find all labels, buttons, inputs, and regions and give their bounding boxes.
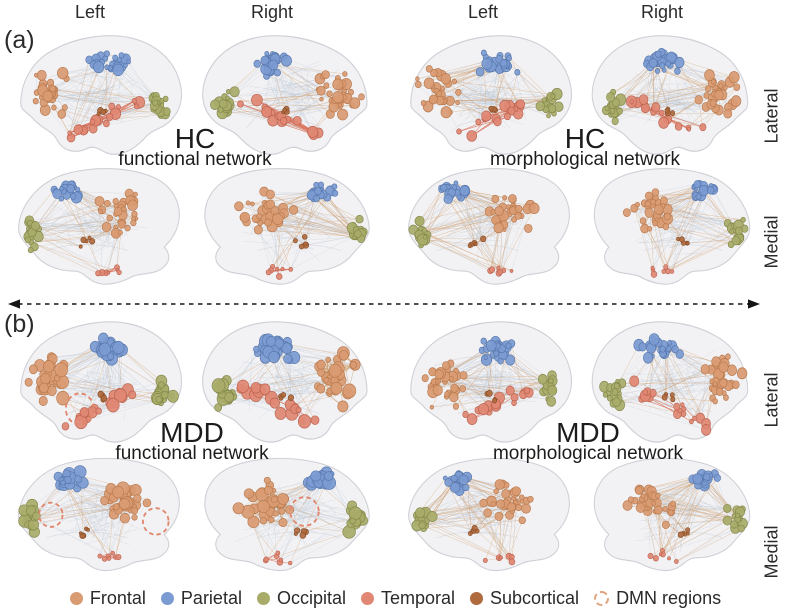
column-header-right-1: Right xyxy=(250,2,294,22)
bidirectional-arrow xyxy=(8,299,760,309)
row-label-medial-a: Medial xyxy=(761,215,782,269)
frontal-dot-icon xyxy=(69,591,83,605)
brain-slot-b-functional-lateral-right xyxy=(194,314,380,454)
brain-view-hc-morphological-medial-left xyxy=(408,168,570,285)
brain-slot-b-morphological-lateral-right xyxy=(584,314,760,454)
legend-item-parietal: Parietal xyxy=(160,587,242,609)
group-name: MDD xyxy=(556,417,620,448)
legend: Frontal Parietal Occipital Temporal Subc… xyxy=(0,584,791,612)
legend-item-temporal: Temporal xyxy=(360,587,456,609)
subcortical-dot-icon xyxy=(470,591,484,605)
group-name: MDD xyxy=(160,417,224,448)
brain-slot-b-morphological-medial-right xyxy=(584,452,760,582)
group-name: HC xyxy=(564,123,606,154)
column-header-left-1: Left xyxy=(74,2,106,22)
legend-label: DMN regions xyxy=(616,587,722,608)
brain-view-hc-functional-lateral-left xyxy=(20,35,183,155)
brain-slot-b-functional-medial-right xyxy=(194,452,380,582)
brain-slot-b-morphological-lateral-left xyxy=(398,314,580,454)
brain-view-mdd-morphological-medial-left xyxy=(408,457,570,572)
brain-view-hc-morphological-lateral-left xyxy=(410,35,573,155)
group-subtitle: morphological network xyxy=(492,443,684,464)
legend-label: Temporal xyxy=(380,587,456,608)
brain-slot-b-morphological-medial-left xyxy=(398,452,580,582)
brain-view-hc-functional-lateral-right xyxy=(202,35,368,155)
legend-label: Subcortical xyxy=(490,587,580,608)
panel-a-tag: (a) xyxy=(4,26,35,54)
brain-view-mdd-functional-lateral-left xyxy=(20,321,183,443)
column-header-left-2: Left xyxy=(467,2,499,22)
group-subtitle: morphological network xyxy=(489,149,681,170)
legend-item-frontal: Frontal xyxy=(69,587,146,609)
brain-slot-a-morphological-lateral-right xyxy=(584,28,760,166)
brain-view-hc-functional-medial-left xyxy=(18,168,180,285)
occipital-dot-icon xyxy=(256,591,270,605)
legend-item-subcortical: Subcortical xyxy=(470,588,579,609)
brain-slot-b-functional-medial-left xyxy=(8,452,190,582)
row-label-lateral-b: Lateral xyxy=(761,372,782,428)
group-label-mdd-functional: MDD functional network xyxy=(115,417,269,464)
brain-view-mdd-functional-medial-left xyxy=(18,457,180,572)
brain-view-mdd-functional-lateral-right xyxy=(202,321,368,443)
brain-slot-a-morphological-medial-left xyxy=(398,162,580,296)
brain-slot-a-functional-medial-right xyxy=(194,162,380,296)
brain-slot-a-morphological-lateral-left xyxy=(398,28,580,166)
group-subtitle: functional network xyxy=(118,149,272,170)
brain-slot-a-functional-medial-left xyxy=(8,162,190,296)
legend-item-occipital: Occipital xyxy=(256,587,346,609)
brain-view-hc-morphological-lateral-right xyxy=(591,35,749,155)
brain-slot-a-functional-lateral-right xyxy=(194,28,380,166)
brain-view-hc-functional-medial-right xyxy=(204,168,370,285)
legend-label: Parietal xyxy=(180,587,242,608)
brain-slot-a-functional-lateral-left xyxy=(8,28,190,166)
dmn-dashed-circle-icon xyxy=(594,590,610,606)
brain-view-mdd-functional-medial-right xyxy=(204,457,370,572)
group-name: HC xyxy=(174,123,216,154)
brain-view-mdd-morphological-lateral-right xyxy=(591,321,749,443)
group-subtitle: functional network xyxy=(115,443,269,464)
row-label-lateral-a: Lateral xyxy=(761,88,782,144)
brain-view-mdd-morphological-medial-right xyxy=(593,457,751,572)
panel-b-tag: (b) xyxy=(4,310,35,338)
temporal-dot-icon xyxy=(360,591,374,605)
brain-slot-b-functional-lateral-left xyxy=(8,314,190,454)
legend-label: Frontal xyxy=(89,587,146,608)
group-label-mdd-morphological: MDD morphological network xyxy=(492,417,684,464)
brain-view-hc-morphological-medial-right xyxy=(593,168,751,285)
group-label-hc-functional: HC functional network xyxy=(118,123,272,170)
row-label-medial-b: Medial xyxy=(761,525,782,579)
brain-slot-a-morphological-medial-right xyxy=(584,162,760,296)
group-label-hc-morphological: HC morphological network xyxy=(489,123,681,170)
legend-item-dmn-regions: DMN regions xyxy=(594,588,721,609)
legend-label: Occipital xyxy=(276,587,346,608)
column-header-right-2: Right xyxy=(640,2,684,22)
parietal-dot-icon xyxy=(160,591,174,605)
brain-view-mdd-morphological-lateral-left xyxy=(410,321,573,443)
